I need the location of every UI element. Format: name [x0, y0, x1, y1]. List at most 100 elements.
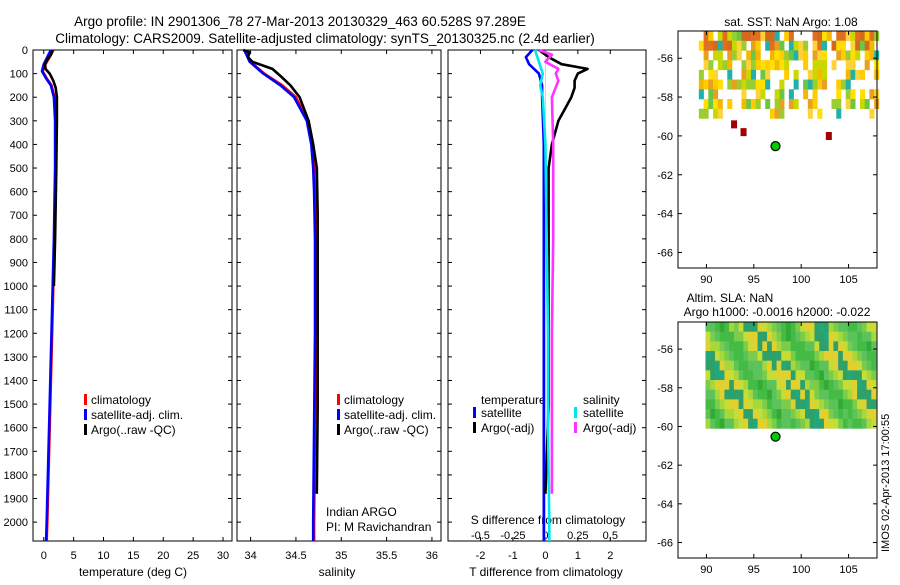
sst-cell — [788, 50, 794, 61]
legend-label-satellite: satellite-adj. clim. — [91, 408, 183, 422]
legend-label-climatology: climatology — [344, 393, 404, 407]
sla-cell — [809, 370, 815, 381]
sst-cell — [779, 50, 785, 61]
sla-cell — [762, 341, 768, 352]
sla-cell — [786, 370, 792, 381]
sla-cell — [705, 351, 711, 361]
sla-cell — [733, 351, 739, 361]
legend-label-s-satellite: satellite — [583, 406, 624, 420]
sla-cell — [748, 409, 754, 420]
sla-cell — [743, 331, 749, 342]
sla-cell — [771, 380, 777, 391]
sla-cell — [733, 380, 739, 391]
sla-cell — [814, 322, 820, 332]
sst-cell — [807, 108, 813, 119]
x-tick-label: 30 — [217, 550, 229, 562]
sla-cell — [767, 351, 773, 361]
sst-cell — [807, 98, 813, 110]
sst-cell — [822, 31, 828, 42]
legend-label-t-argo: Argo(-adj) — [481, 421, 534, 435]
x-tick-label: 35.5 — [376, 550, 397, 562]
sla-cell — [724, 322, 730, 332]
legend-header-salinity: salinity — [583, 393, 620, 407]
sla-cell — [828, 322, 834, 332]
sla-cell — [852, 360, 858, 371]
sla-cell — [795, 409, 801, 420]
sst-cell — [836, 31, 842, 42]
sla-cell — [809, 389, 815, 400]
sst-cell — [822, 79, 828, 90]
sla-cell — [762, 351, 768, 361]
sla-cell — [852, 389, 858, 400]
sla-cell — [710, 322, 716, 332]
sst-cell — [765, 69, 771, 80]
sst-cell — [741, 79, 747, 90]
sst-cell — [703, 79, 709, 90]
x-tick-label: 2 — [607, 550, 613, 562]
sla-cell — [790, 370, 796, 381]
sla-cell — [795, 360, 801, 371]
sla-cell — [743, 418, 749, 429]
legend-swatch-satellite — [337, 409, 340, 420]
sla-cell — [781, 322, 787, 332]
sla-cell — [781, 380, 787, 391]
sst-cell — [831, 40, 837, 51]
sla-cell — [814, 389, 820, 400]
sla-cell — [857, 351, 863, 361]
sst-cell — [817, 108, 823, 119]
sla-cell — [804, 351, 811, 361]
x-tick-label: 15 — [127, 550, 139, 562]
sla-cell — [804, 380, 811, 391]
sla-cell — [814, 360, 820, 371]
sst-cell — [788, 40, 794, 51]
sst-cell — [727, 69, 733, 80]
sla-cell — [823, 322, 829, 332]
sla-cell — [833, 380, 839, 391]
sla-cell — [842, 331, 848, 342]
sst-cell — [836, 40, 842, 51]
sla-cell — [724, 370, 730, 381]
sla-cell — [842, 389, 848, 400]
argo-position-marker — [770, 431, 781, 442]
sla-cell — [842, 380, 848, 391]
sla-cell — [847, 370, 853, 381]
legend-label-climatology: climatology — [91, 393, 151, 407]
sla-cell — [819, 380, 825, 391]
legend-swatch-t-satellite — [473, 407, 476, 418]
sla-cell — [790, 399, 796, 410]
sla-cell — [781, 360, 787, 371]
sla-cell — [705, 409, 711, 420]
sla-cell — [762, 380, 768, 391]
sla-cell — [757, 399, 763, 410]
sst-cell — [722, 40, 728, 51]
y-tick-label: -60 — [657, 131, 673, 143]
sla-cell — [719, 360, 725, 371]
sst-cell — [741, 60, 747, 71]
sla-cell — [710, 341, 716, 352]
sla-cell — [861, 409, 867, 420]
sst-cell — [784, 31, 790, 42]
sst-cell — [784, 50, 790, 61]
sla-cell — [861, 399, 867, 410]
sla-cell — [748, 418, 754, 429]
sla-cell — [743, 351, 749, 361]
sla-cell — [828, 380, 834, 391]
sla-cell — [743, 370, 749, 381]
x-tick-label: 105 — [839, 564, 857, 576]
sla-cell — [847, 341, 853, 352]
sla-cell — [776, 341, 782, 352]
sst-cell — [750, 31, 757, 42]
x-tick-label: -1 — [508, 550, 518, 562]
sla-cell — [823, 399, 829, 410]
sla-cell — [776, 380, 782, 391]
sst-cell — [825, 132, 832, 141]
sla-cell — [771, 399, 777, 410]
sst-cell — [812, 98, 818, 110]
sla-cell — [767, 399, 773, 410]
sla-cell — [771, 370, 777, 381]
sla-cell — [857, 370, 863, 381]
sla-cell — [828, 389, 834, 400]
sla-cell — [804, 409, 811, 420]
sla-cell — [767, 322, 773, 332]
